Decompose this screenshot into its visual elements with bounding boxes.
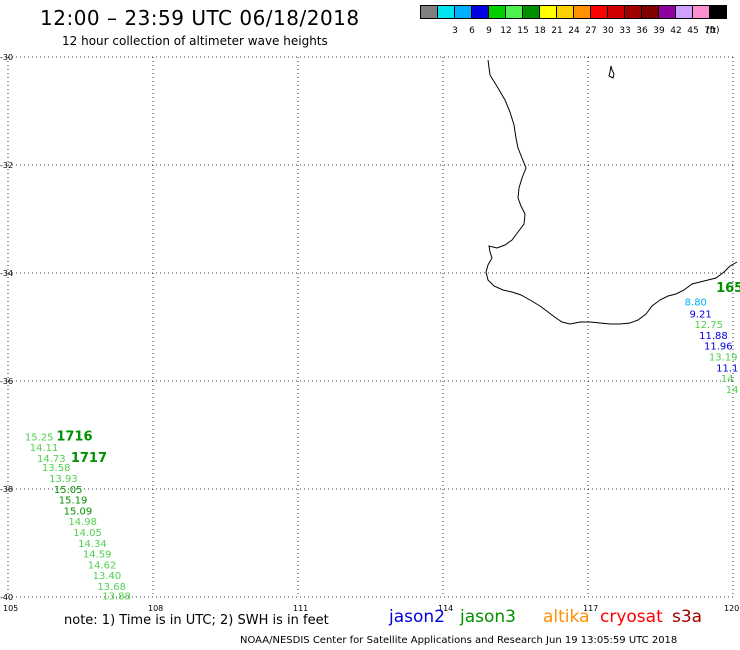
- wave-height-label: 14.62: [88, 560, 117, 571]
- track-time-label: 165: [716, 281, 740, 296]
- wave-height-label: 13.68: [97, 582, 126, 593]
- color-scale-label: 45: [687, 26, 699, 36]
- color-scale-label: 24: [568, 26, 580, 36]
- color-scale-label: 42: [670, 26, 682, 36]
- latitude-tick-label: -30: [0, 53, 13, 62]
- longitude-tick-label: 117: [583, 604, 598, 613]
- color-scale-label: 27: [585, 26, 597, 36]
- wave-height-label: 14.05: [73, 528, 102, 539]
- axis-tick-labels: 105 108 111 114 117 120 -30 -32 -34 -36 -38 -40: [0, 53, 739, 613]
- color-scale-unit: (ft): [706, 26, 720, 36]
- wave-height-label: 13.88: [102, 592, 131, 603]
- wave-height-label: 13.58: [42, 463, 71, 474]
- color-scale-label: 70: [704, 26, 716, 36]
- wave-height-label: 14.59: [83, 550, 112, 561]
- wave-height-label: 13.19: [709, 352, 738, 363]
- color-scale-label: 21: [551, 26, 563, 36]
- satellite-name: jason2: [389, 607, 445, 627]
- wave-height-label: 9.21: [690, 309, 712, 320]
- wave-height-label: 15.05: [54, 485, 83, 496]
- footer-note: note: 1) Time is in UTC; 2) SWH is in fe…: [64, 613, 329, 628]
- color-scale-label: 33: [619, 26, 631, 36]
- color-scale-label: 3: [452, 26, 458, 36]
- wave-height-label: 14.98: [68, 517, 97, 528]
- satellite-name: altika: [543, 607, 590, 627]
- altimeter-track-labels: 1716171715.2514.1114.7313.5813.9315.0515…: [25, 281, 740, 603]
- latitude-tick-label: -36: [0, 377, 13, 386]
- color-swatch: [709, 5, 727, 19]
- color-scale-label: 15: [517, 26, 529, 36]
- color-scale-label: 39: [653, 26, 665, 36]
- credit-line: NOAA/NESDIS Center for Satellite Applica…: [240, 635, 678, 646]
- color-scale-label: 9: [486, 26, 492, 36]
- longitude-tick-label: 108: [148, 604, 163, 613]
- longitude-tick-label: 114: [438, 604, 453, 613]
- wave-height-label: 14: [726, 385, 739, 396]
- wave-height-label: 15.19: [59, 496, 88, 507]
- color-scale-label: 6: [469, 26, 475, 36]
- map-grid: [7, 56, 734, 598]
- satellite-name: cryosat: [600, 607, 663, 627]
- color-scale-label: 18: [534, 26, 546, 36]
- wave-height-label: 13.93: [49, 474, 78, 485]
- color-scale-label: 12: [500, 26, 512, 36]
- coastline: [485, 59, 738, 325]
- wave-height-label: 15.09: [64, 506, 93, 517]
- wave-height-label: 14: [721, 374, 734, 385]
- wave-height-label: 12.75: [694, 320, 723, 331]
- longitude-tick-label: 120: [724, 604, 739, 613]
- satellite-name: s3a: [672, 607, 703, 627]
- wave-height-label: 11.88: [699, 331, 728, 342]
- longitude-tick-label: 111: [293, 604, 308, 613]
- wave-height-label: 13.40: [93, 571, 122, 582]
- page-title: 12:00 – 23:59 UTC 06/18/2018: [40, 6, 360, 30]
- wave-height-label: 15.25: [25, 432, 54, 443]
- track-time-label: 1717: [71, 451, 107, 466]
- wave-height-label: 11.96: [704, 342, 733, 353]
- latitude-tick-label: -34: [0, 269, 13, 278]
- wave-height-label: 14.11: [30, 443, 59, 454]
- wave-height-label: 14.73: [37, 454, 66, 465]
- longitude-tick-label: 105: [3, 604, 18, 613]
- latitude-tick-label: -38: [0, 485, 13, 494]
- latitude-tick-label: -32: [0, 161, 13, 170]
- wave-height-label: 11.1: [716, 363, 738, 374]
- satellite-name: jason3: [460, 607, 516, 627]
- page-subtitle: 12 hour collection of altimeter wave hei…: [62, 34, 328, 48]
- island-outline: [608, 65, 615, 79]
- track-time-label: 1716: [56, 429, 92, 444]
- color-scale-label: 36: [636, 26, 648, 36]
- wave-height-label: 8.80: [685, 297, 707, 308]
- color-scale-legend: 3 6 9 12 15 18 21 24 27 30 33 36 39 42 45 70 (ft): [420, 5, 727, 36]
- latitude-tick-label: -40: [0, 593, 13, 602]
- wave-height-label: 14.34: [78, 539, 107, 550]
- color-scale-label: 30: [602, 26, 614, 36]
